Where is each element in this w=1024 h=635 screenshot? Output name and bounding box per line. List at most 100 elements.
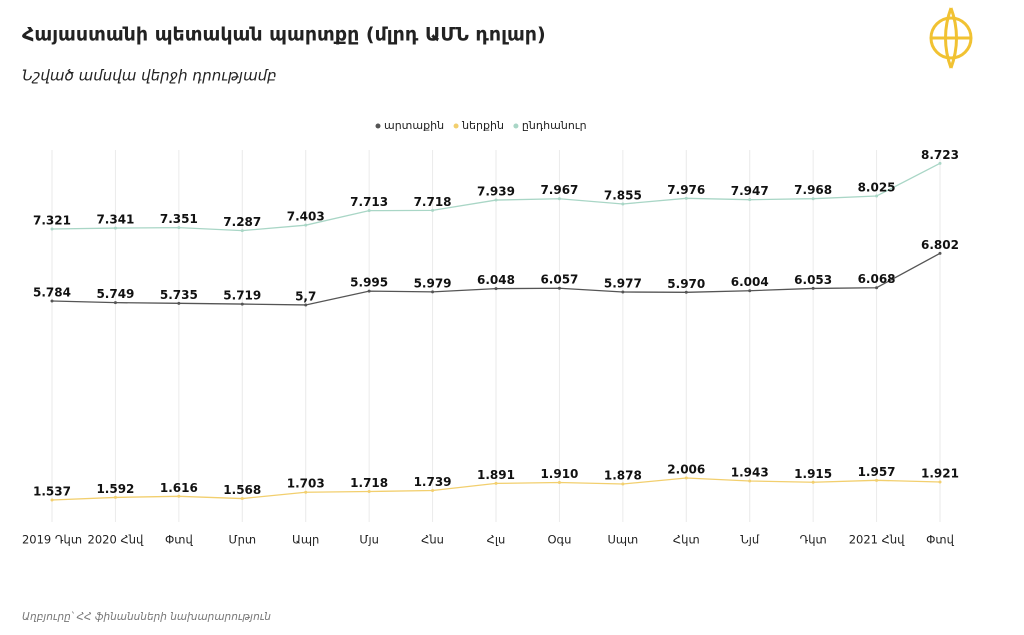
value-label: 5.735	[160, 288, 198, 302]
x-tick-label: 2021 Հնվ	[849, 533, 905, 547]
logo	[929, 7, 973, 69]
point	[875, 194, 879, 198]
value-label: 6.068	[858, 272, 896, 286]
value-label: 7.287	[223, 215, 261, 229]
point	[113, 301, 117, 305]
x-tick-label: Փտվ	[926, 533, 955, 547]
point	[367, 490, 371, 494]
value-label: 1.878	[604, 469, 642, 483]
point	[811, 286, 815, 290]
point	[113, 226, 117, 230]
point	[113, 495, 117, 499]
point	[938, 251, 942, 255]
value-label: 5.970	[667, 277, 705, 291]
x-tick-label: Դկտ	[800, 533, 827, 547]
point	[621, 482, 625, 486]
source: Աղբյուրը՝ ՀՀ ֆինանսների նախարարություն	[22, 611, 271, 623]
value-label: 1.921	[921, 467, 959, 481]
point	[557, 197, 561, 201]
point	[748, 479, 752, 483]
point	[811, 480, 815, 484]
value-label: 1.616	[160, 481, 198, 495]
point	[367, 289, 371, 293]
value-label: 7.968	[794, 183, 832, 197]
value-label: 6.057	[540, 273, 578, 287]
x-tick-label: Նյմ	[740, 533, 760, 547]
chart-title: Հայաստանի պետական պարտքը (մլրդ ԱՄՆ դոլար…	[22, 24, 546, 46]
legend-label: ներքին	[461, 119, 504, 132]
x-tick-label: 2019 Դկտ	[22, 533, 82, 547]
point	[177, 494, 181, 498]
point	[748, 198, 752, 202]
value-label: 5.784	[33, 286, 71, 300]
value-label: 7.403	[287, 210, 325, 224]
value-label: 1.891	[477, 468, 515, 482]
point	[367, 209, 371, 213]
point	[684, 290, 688, 294]
value-label: 5,7	[295, 289, 316, 303]
value-label: 7.947	[731, 184, 769, 198]
value-label: 7.351	[160, 212, 198, 226]
legend-label: ընդհանուր	[522, 119, 587, 132]
legend: արտաքին ներքին ընդհանուր	[375, 119, 587, 132]
point	[50, 498, 54, 502]
point	[240, 302, 244, 306]
point	[494, 287, 498, 291]
value-label: 5.749	[96, 287, 134, 301]
point	[177, 226, 181, 230]
value-label: 5.995	[350, 276, 388, 290]
x-tick-label: Հլս	[487, 533, 506, 547]
x-tick-label: Հկտ	[673, 533, 700, 547]
point	[431, 489, 435, 493]
legend-label: արտաքին	[384, 119, 444, 132]
value-label: 6.053	[794, 273, 832, 287]
value-label: 5.979	[414, 276, 452, 290]
value-label: 1.537	[33, 484, 71, 498]
x-tick-label: Մրտ	[228, 533, 256, 547]
point	[557, 481, 561, 485]
x-tick-label: Ապր	[292, 533, 319, 547]
value-label: 1.718	[350, 476, 388, 490]
point	[621, 290, 625, 294]
point	[621, 202, 625, 206]
value-label: 8.025	[858, 181, 896, 195]
point	[431, 208, 435, 212]
point	[557, 286, 561, 290]
value-label: 1.943	[731, 465, 769, 479]
value-label: 7.939	[477, 185, 515, 199]
point	[494, 198, 498, 202]
point	[240, 497, 244, 501]
value-label: 7.976	[667, 183, 705, 197]
point	[748, 289, 752, 293]
x-tick-label: Օգս	[547, 533, 571, 547]
x-tick-label: Փտվ	[165, 533, 194, 547]
x-tick-label: 2020 Հնվ	[88, 533, 144, 547]
value-label: 7.718	[414, 195, 452, 209]
value-label: 2.006	[667, 463, 705, 477]
point	[304, 490, 308, 494]
value-label: 5.719	[223, 289, 261, 303]
value-label: 6.802	[921, 238, 959, 252]
value-label: 1.592	[96, 482, 134, 496]
value-label: 1.739	[414, 475, 452, 489]
point	[240, 229, 244, 233]
value-label: 7.967	[540, 183, 578, 197]
value-label: 1.957	[858, 465, 896, 479]
value-label: 1.910	[540, 467, 578, 481]
x-tick-label: Սպտ	[607, 533, 638, 547]
point	[875, 478, 879, 482]
legend-marker	[453, 123, 459, 129]
point	[684, 196, 688, 200]
point	[50, 299, 54, 303]
value-label: 6.048	[477, 273, 515, 287]
value-label: 6.004	[731, 275, 769, 289]
point	[684, 476, 688, 480]
value-label: 7.855	[604, 188, 642, 202]
point	[938, 161, 942, 165]
point	[304, 303, 308, 307]
point	[177, 301, 181, 305]
legend-marker	[513, 123, 519, 129]
value-label: 7.341	[96, 213, 134, 227]
value-label: 5.977	[604, 276, 642, 290]
point	[811, 197, 815, 201]
